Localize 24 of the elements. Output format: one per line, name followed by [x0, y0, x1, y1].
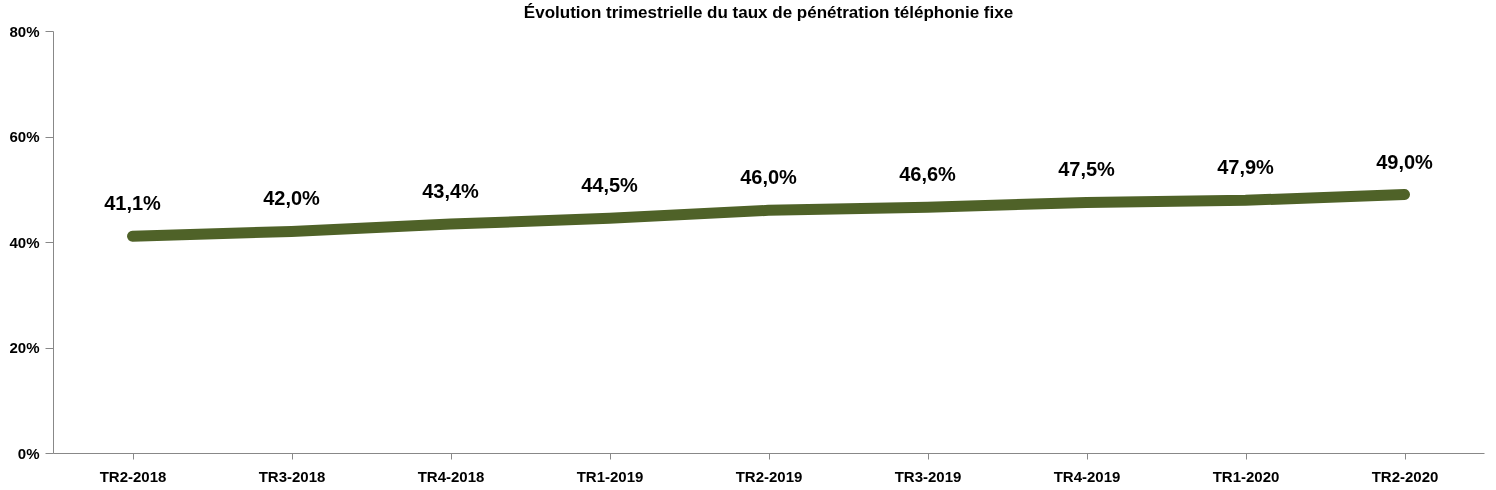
- y-tick-label: 80%: [9, 22, 40, 40]
- data-label: 41,1%: [104, 192, 162, 215]
- x-tick-label: TR1-2019: [576, 467, 644, 485]
- data-label: 47,9%: [1217, 156, 1275, 179]
- data-label: 47,5%: [1058, 158, 1116, 181]
- data-label: 42,0%: [263, 187, 321, 210]
- y-tick-label: 0%: [17, 444, 40, 462]
- data-label: 44,5%: [581, 174, 639, 197]
- data-label: 43,4%: [422, 180, 480, 203]
- y-tick-label: 20%: [9, 339, 40, 356]
- x-tick-label: TR3-2018: [258, 467, 326, 485]
- x-tick-label: TR2-2020: [1371, 467, 1439, 485]
- data-label: 46,0%: [740, 166, 798, 189]
- data-label: 46,6%: [899, 163, 957, 186]
- x-tick-label: TR3-2019: [894, 467, 962, 485]
- x-tick-label: TR4-2019: [1053, 467, 1121, 485]
- x-tick-label: TR4-2018: [417, 467, 485, 485]
- x-tick-label: TR1-2020: [1212, 467, 1280, 485]
- x-tick-label: TR2-2018: [99, 467, 167, 485]
- data-label: 49,0%: [1376, 150, 1434, 173]
- chart-title: Évolution trimestrielle du taux de pénétration téléphonie fixe: [523, 3, 1014, 22]
- y-tick-label: 40%: [9, 233, 40, 251]
- y-tick-label: 60%: [9, 128, 40, 145]
- x-tick-label: TR2-2019: [735, 467, 803, 485]
